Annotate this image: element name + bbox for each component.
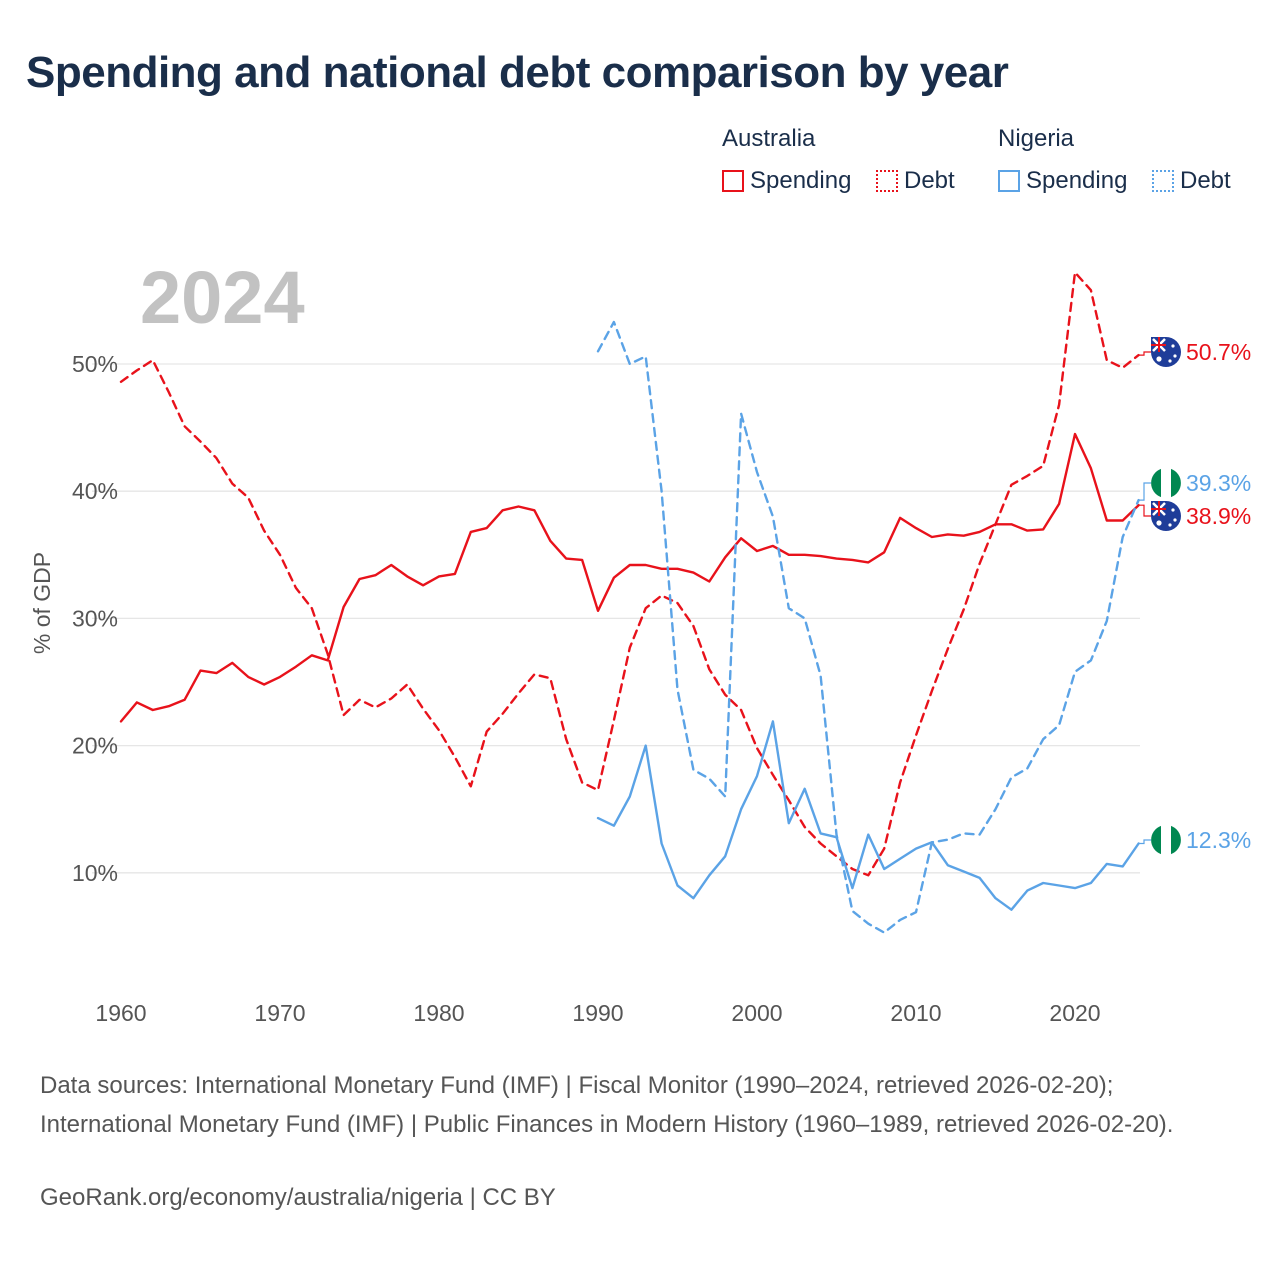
australia-flag-star bbox=[1168, 523, 1172, 527]
australia-flag-star bbox=[1173, 354, 1177, 358]
australia-flag-star bbox=[1171, 344, 1175, 348]
end-value-label: 50.7% bbox=[1186, 339, 1251, 365]
y-axis-label: % of GDP bbox=[29, 552, 55, 654]
australia-flag-cross-red bbox=[1151, 501, 1166, 516]
chart-plot: 10% 20% 30% 40% 50% 1960 1970 1980 1990 2000 2010 2… bbox=[29, 256, 1251, 1026]
australia-flag-star bbox=[1171, 508, 1175, 512]
data-sources-note: Data sources: International Monetary Fun… bbox=[40, 1072, 1174, 1138]
x-tick-label: 2020 bbox=[1049, 1000, 1100, 1026]
end-value-label: 12.3% bbox=[1186, 827, 1251, 853]
legend-nigeria-spending[interactable]: Spending bbox=[998, 167, 1127, 195]
legend-swatch-solid-icon bbox=[998, 170, 1020, 192]
legend-label: Debt bbox=[1180, 167, 1231, 194]
y-tick-label: 20% bbox=[72, 733, 118, 759]
series-line-australia-spending bbox=[119, 432, 1140, 723]
nigeria-flag-left-band bbox=[1151, 468, 1161, 498]
legend-swatch-solid-icon bbox=[722, 170, 744, 192]
end-label-connector bbox=[1138, 839, 1151, 845]
legend-label: Debt bbox=[904, 167, 955, 194]
series-line-nigeria-spending bbox=[596, 720, 1140, 911]
x-tick-label: 2010 bbox=[890, 1000, 941, 1026]
end-label-connector bbox=[1138, 482, 1151, 501]
nigeria-flag-right-band bbox=[1171, 825, 1181, 855]
nigeria-flag-right-band bbox=[1171, 468, 1181, 498]
credit-link[interactable]: GeoRank.org/economy/australia/nigeria | … bbox=[40, 1184, 556, 1211]
legend-australia-spending[interactable]: Spending bbox=[722, 167, 851, 195]
australia-flag-star bbox=[1173, 518, 1177, 522]
y-tick-label: 50% bbox=[72, 351, 118, 377]
legend-swatch-dotted-icon bbox=[876, 170, 898, 192]
x-tick-label: 1980 bbox=[413, 1000, 464, 1026]
series-line-australia-debt bbox=[119, 271, 1140, 877]
end-value-label: 39.3% bbox=[1186, 470, 1251, 496]
end-label-connector bbox=[1138, 504, 1151, 517]
legend-label: Spending bbox=[1026, 167, 1128, 194]
end-value-label: 38.9% bbox=[1186, 503, 1251, 529]
legend-label: Spending bbox=[750, 167, 852, 194]
x-tick-label: 1970 bbox=[254, 1000, 305, 1026]
australia-flag-star bbox=[1156, 356, 1162, 362]
legend-nigeria-debt[interactable]: Debt bbox=[1152, 167, 1231, 195]
nigeria-flag-left-band bbox=[1151, 825, 1161, 855]
y-tick-label: 40% bbox=[72, 478, 118, 504]
x-tick-label: 1990 bbox=[572, 1000, 623, 1026]
legend-swatch-dotted-icon bbox=[1152, 170, 1174, 192]
y-tick-label: 30% bbox=[72, 605, 118, 631]
legend-australia-debt[interactable]: Debt bbox=[876, 167, 955, 195]
legend-australia-title: Australia bbox=[722, 125, 816, 152]
x-tick-label: 1960 bbox=[95, 1000, 146, 1026]
end-label-connector bbox=[1138, 351, 1151, 356]
nigeria-flag-center-band bbox=[1161, 468, 1171, 498]
x-tick-label: 2000 bbox=[731, 1000, 782, 1026]
nigeria-flag-center-band bbox=[1161, 825, 1171, 855]
chart-title: Spending and national debt comparison by… bbox=[26, 48, 1009, 97]
australia-flag-cross-red bbox=[1151, 337, 1166, 352]
australia-flag-star bbox=[1168, 359, 1172, 363]
australia-flag-star bbox=[1156, 520, 1162, 526]
current-year-label: 2024 bbox=[140, 256, 305, 339]
y-tick-label: 10% bbox=[72, 860, 118, 886]
series-line-nigeria-debt bbox=[596, 320, 1140, 934]
legend-nigeria-title: Nigeria bbox=[998, 125, 1075, 152]
